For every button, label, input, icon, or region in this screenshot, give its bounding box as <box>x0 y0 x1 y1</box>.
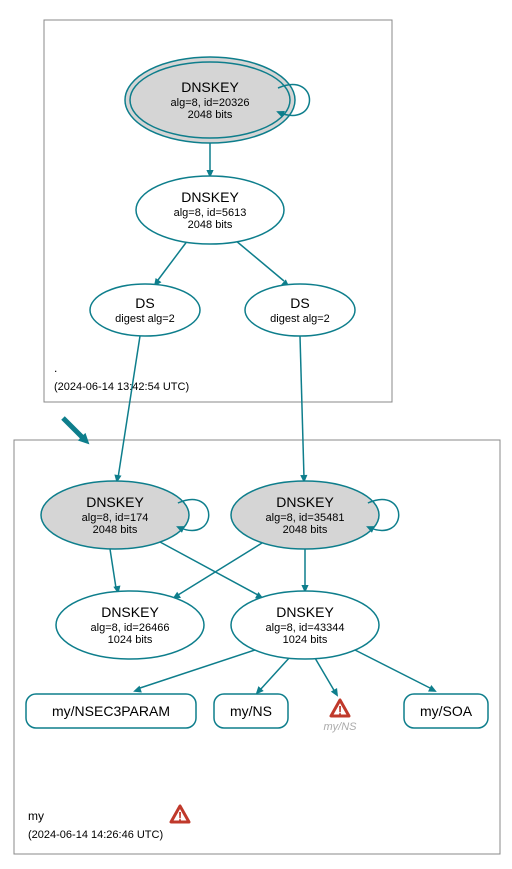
edge <box>63 418 82 437</box>
edge <box>110 549 116 588</box>
svg-text:alg=8, id=35481: alg=8, id=35481 <box>266 512 345 524</box>
svg-text:2048 bits: 2048 bits <box>93 524 138 536</box>
svg-text:my/SOA: my/SOA <box>420 703 473 719</box>
zone-label-root: . <box>54 361 57 375</box>
svg-text:1024 bits: 1024 bits <box>283 634 328 646</box>
warning-icon: ! <box>171 806 189 824</box>
svg-text:alg=8, id=43344: alg=8, id=43344 <box>266 622 345 634</box>
edge <box>178 543 262 595</box>
node-title: DS <box>290 295 309 311</box>
node-title: DNSKEY <box>86 494 144 510</box>
svg-text:2048 bits: 2048 bits <box>188 109 233 121</box>
node-title: DNSKEY <box>276 494 334 510</box>
svg-text:digest alg=2: digest alg=2 <box>115 313 175 325</box>
edge <box>160 542 258 595</box>
edge <box>300 336 304 478</box>
node-title: DNSKEY <box>276 604 334 620</box>
edge <box>355 650 430 688</box>
node-title: DNSKEY <box>181 79 239 95</box>
svg-text:(2024-06-14 13:42:54 UTC): (2024-06-14 13:42:54 UTC) <box>54 381 189 393</box>
svg-text:digest alg=2: digest alg=2 <box>270 313 330 325</box>
edge <box>118 336 140 478</box>
svg-text:my/NS: my/NS <box>230 703 272 719</box>
svg-text:2048 bits: 2048 bits <box>283 524 328 536</box>
edge <box>260 657 290 690</box>
svg-text:!: ! <box>178 809 182 824</box>
zone-label-my: my <box>28 809 44 823</box>
svg-text:my/NS: my/NS <box>324 721 358 733</box>
warning-icon: ! my/NS <box>324 700 358 733</box>
svg-text:1024 bits: 1024 bits <box>108 634 153 646</box>
edge <box>315 658 335 692</box>
svg-text:alg=8, id=5613: alg=8, id=5613 <box>174 207 247 219</box>
node-title: DNSKEY <box>181 189 239 205</box>
svg-text:alg=8, id=26466: alg=8, id=26466 <box>91 622 170 634</box>
svg-text:2048 bits: 2048 bits <box>188 219 233 231</box>
edge <box>235 240 284 281</box>
dnsviz-diagram: DNSKEYalg=8, id=203262048 bitsDNSKEYalg=… <box>0 0 512 869</box>
edge <box>158 240 188 280</box>
svg-text:!: ! <box>338 703 342 718</box>
node-title: DNSKEY <box>101 604 159 620</box>
svg-text:(2024-06-14 14:26:46 UTC): (2024-06-14 14:26:46 UTC) <box>28 829 163 841</box>
svg-text:alg=8, id=20326: alg=8, id=20326 <box>171 97 250 109</box>
svg-text:alg=8, id=174: alg=8, id=174 <box>82 512 149 524</box>
node-title: DS <box>135 295 154 311</box>
svg-text:my/NSEC3PARAM: my/NSEC3PARAM <box>52 703 170 719</box>
